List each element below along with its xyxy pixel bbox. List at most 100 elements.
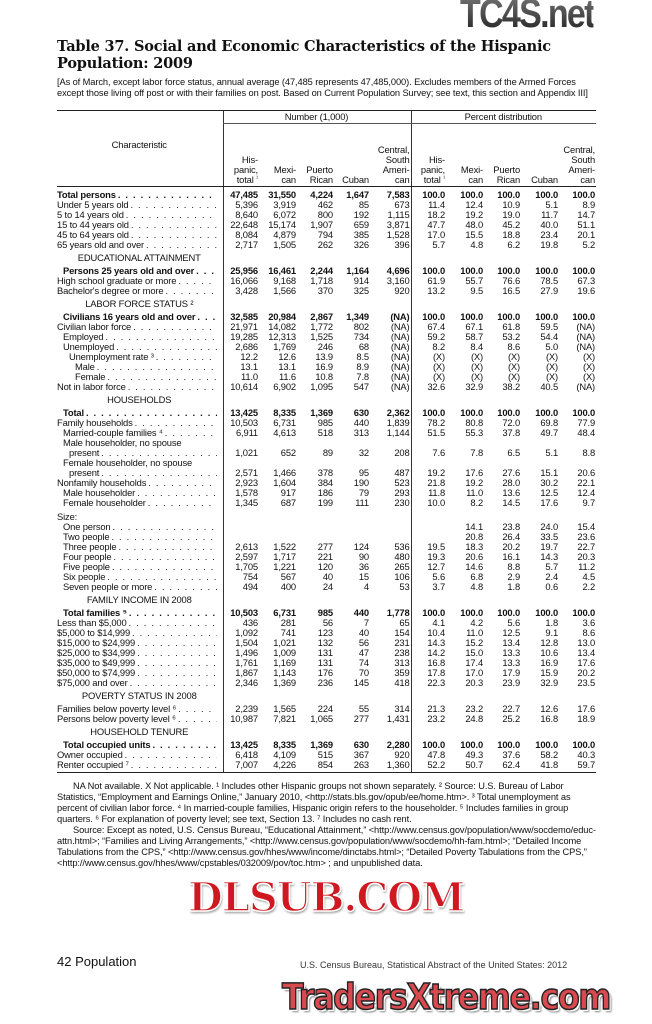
percent-cell: 12.4 bbox=[465, 199, 484, 210]
percent-cell: 67.3 bbox=[577, 275, 596, 286]
row-label: Size: bbox=[57, 511, 78, 522]
percent-cell bbox=[521, 458, 559, 468]
row-label: Married-couple families ⁴ bbox=[63, 427, 163, 438]
percent-cell: 10.4 bbox=[410, 627, 447, 638]
number-cell: 19,285 bbox=[222, 331, 259, 342]
number-cell: 47 bbox=[358, 647, 369, 658]
number-cell: 224 bbox=[317, 703, 333, 714]
percent-cell: 59.2 bbox=[410, 331, 447, 342]
percent-cell: 26.4 bbox=[502, 531, 521, 542]
percent-cell: 15.4 bbox=[577, 521, 596, 532]
percent-cell bbox=[559, 458, 596, 468]
table-row: $15,000 to $24,999. . . . . . . . . . . … bbox=[57, 637, 596, 648]
percent-cell: 55.3 bbox=[465, 427, 484, 438]
number-cell: 85 bbox=[358, 199, 369, 210]
percent-cell: 17.8 bbox=[410, 667, 447, 678]
table-row: Persons below poverty level ⁶. . . . . .… bbox=[57, 713, 596, 724]
number-cell bbox=[334, 522, 370, 532]
number-cell bbox=[370, 512, 411, 522]
percent-cell: 78.5 bbox=[540, 275, 559, 286]
percent-cell: (X) bbox=[470, 371, 484, 382]
number-cell: 47,485 bbox=[222, 186, 259, 200]
leader-dots: . . . . . . . . . . . . . . . . . . . . … bbox=[101, 447, 217, 458]
leader-dots: . . . . . . . . . . . . . . . . . . . . … bbox=[116, 341, 217, 352]
number-cell: 659 bbox=[353, 219, 369, 230]
number-cell: 1,604 bbox=[273, 477, 296, 488]
table-row: 65 years old and over. . . . . . . . . .… bbox=[57, 239, 596, 250]
table-row: Families below poverty level ⁶. . . . . … bbox=[57, 703, 596, 714]
percent-cell: 9.1 bbox=[545, 627, 559, 638]
table-row: Three people. . . . . . . . . . . . . . … bbox=[57, 541, 596, 552]
row-label-cell: $5,000 to $14,999. . . . . . . . . . . .… bbox=[57, 628, 223, 638]
number-cell: 800 bbox=[317, 209, 333, 220]
percent-cell: 100.0 bbox=[460, 607, 484, 618]
percent-cell: 21.8 bbox=[410, 477, 447, 488]
percent-cell: 8.6 bbox=[507, 341, 521, 352]
row-label: $50,000 to $74,999 bbox=[57, 667, 136, 678]
percent-cell: 51.5 bbox=[410, 427, 447, 438]
table-row: Family households. . . . . . . . . . . .… bbox=[57, 417, 596, 428]
percent-cell: 77.9 bbox=[577, 417, 596, 428]
percent-cell: 100.0 bbox=[497, 265, 521, 276]
percent-cell: 58.2 bbox=[540, 749, 559, 760]
number-cell: 236 bbox=[317, 677, 333, 688]
number-cell: 385 bbox=[353, 229, 369, 240]
number-cell: 10,614 bbox=[222, 381, 259, 392]
row-label-cell: Civilian labor force. . . . . . . . . . … bbox=[57, 322, 223, 332]
percent-cell: (X) bbox=[545, 361, 559, 372]
percent-cell: 5.7 bbox=[410, 239, 447, 250]
row-label-cell: Six people. . . . . . . . . . . . . . . … bbox=[57, 572, 223, 582]
number-cell: 4,226 bbox=[259, 759, 297, 773]
leader-dots: . . . . . . . . . . . . . . . . . . . . … bbox=[165, 285, 217, 296]
number-cell: 40 bbox=[322, 571, 333, 582]
percent-cell: 22.1 bbox=[577, 477, 596, 488]
row-label: Civilian labor force bbox=[57, 321, 132, 332]
number-cell bbox=[259, 532, 297, 542]
percent-cell: 38.2 bbox=[502, 381, 521, 392]
number-cell: 70 bbox=[358, 667, 369, 678]
number-cell: 326 bbox=[353, 239, 369, 250]
percent-cell bbox=[410, 437, 447, 448]
number-cell: 1,021 bbox=[273, 637, 296, 648]
percent-cell: 47.8 bbox=[410, 749, 447, 760]
percent-cell: 2.9 bbox=[507, 571, 521, 582]
number-cell: 6,418 bbox=[222, 749, 259, 760]
row-label: Male householder, no spouse bbox=[63, 437, 182, 448]
number-cell: 3,160 bbox=[386, 275, 410, 286]
number-cell: 2,923 bbox=[222, 477, 259, 488]
percent-cell: 19.5 bbox=[410, 541, 447, 552]
percent-cell: 15.1 bbox=[540, 467, 559, 478]
table-row: Five people. . . . . . . . . . . . . . .… bbox=[57, 561, 596, 572]
row-label: High school graduate or more bbox=[57, 275, 177, 286]
number-cell: 190 bbox=[353, 477, 369, 488]
number-cell: 367 bbox=[353, 749, 369, 760]
row-label-cell: Civilians 16 years old and over. . . . .… bbox=[57, 312, 223, 322]
percent-cell: 11.7 bbox=[541, 209, 559, 220]
percent-cell: 41.8 bbox=[521, 759, 560, 773]
leader-dots: . . . . . . . . . . . . . . . . . . . . … bbox=[164, 427, 217, 438]
table-row: Renter occupied ⁷. . . . . . . . . . . .… bbox=[57, 759, 597, 773]
percent-cell: 8.8 bbox=[582, 447, 596, 458]
number-cell: 13,425 bbox=[222, 739, 259, 750]
row-label: Under 5 years old bbox=[57, 199, 129, 210]
leader-dots: . . . . . . . . . . . . . . . . . . . . … bbox=[196, 265, 217, 276]
row-label: Three people bbox=[63, 541, 117, 552]
number-cell: 1,144 bbox=[386, 427, 410, 438]
percent-cell: 69.8 bbox=[540, 417, 559, 428]
number-cell: 12.2 bbox=[222, 351, 259, 362]
number-cell: 186 bbox=[317, 487, 333, 498]
row-label: Five people bbox=[63, 561, 110, 572]
number-cell: 687 bbox=[280, 497, 296, 508]
row-label-cell: present. . . . . . . . . . . . . . . . .… bbox=[57, 448, 223, 458]
number-cell: 418 bbox=[394, 677, 410, 688]
section-heading-row: HOUSEHOLDS bbox=[57, 391, 597, 408]
row-label-cell: Female. . . . . . . . . . . . . . . . . … bbox=[57, 372, 223, 382]
number-cell: 1,718 bbox=[310, 275, 333, 286]
table-row: One person. . . . . . . . . . . . . . . … bbox=[57, 521, 596, 532]
percent-col-header: Central, South Ameri-can bbox=[559, 123, 597, 187]
percent-cell bbox=[484, 512, 521, 522]
number-cell: 1,349 bbox=[346, 311, 369, 322]
percent-cell: 1.8 bbox=[507, 581, 521, 592]
percent-cell: 32.9 bbox=[540, 677, 559, 688]
table-row: Nonfamily households. . . . . . . . . . … bbox=[57, 477, 596, 488]
